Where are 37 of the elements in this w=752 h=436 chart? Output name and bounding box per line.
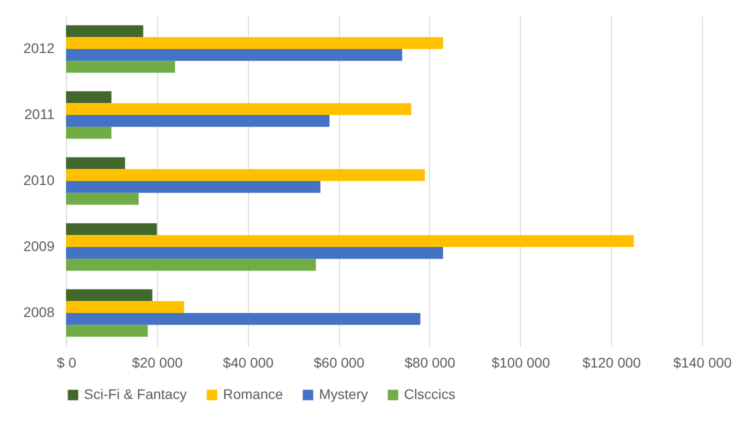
y-tick-label: 2011 [24,106,55,122]
bar [66,301,184,313]
x-tick-label: $20 000 [132,354,183,370]
y-tick-label: 2008 [23,304,55,320]
y-tick-label: 2012 [23,40,55,56]
x-tick-label: $40 000 [222,354,274,370]
legend-label: Mystery [319,386,368,402]
bar [66,60,176,73]
bar [66,235,634,247]
bar [66,25,144,38]
legend-label: Romance [223,386,284,402]
bar [66,313,420,325]
bar [66,157,126,170]
bar [66,324,148,337]
bar [66,126,112,139]
bar [66,289,152,302]
y-tick-label: 2010 [23,172,55,188]
bar [66,103,412,115]
x-tick-label: $60 000 [314,354,365,370]
x-tick-label: $120 000 [582,354,642,370]
x-tick-label: $100 000 [492,354,550,370]
x-tick-label: $ 0 [56,354,76,370]
legend-label: Clsccics [404,386,456,402]
bar [66,49,402,61]
x-tick-label: $80 000 [404,354,456,370]
bar [66,169,425,181]
y-tick-label: 2009 [23,238,55,254]
bar [66,192,139,205]
bar [66,115,330,127]
bar [66,181,320,193]
bar [66,258,316,271]
bar [66,223,157,236]
bar [66,247,444,259]
legend-label: Sci-Fi & Fantacy [84,386,187,402]
bar [66,37,444,49]
bar [66,91,112,104]
x-tick-label: $140 000 [673,354,732,370]
